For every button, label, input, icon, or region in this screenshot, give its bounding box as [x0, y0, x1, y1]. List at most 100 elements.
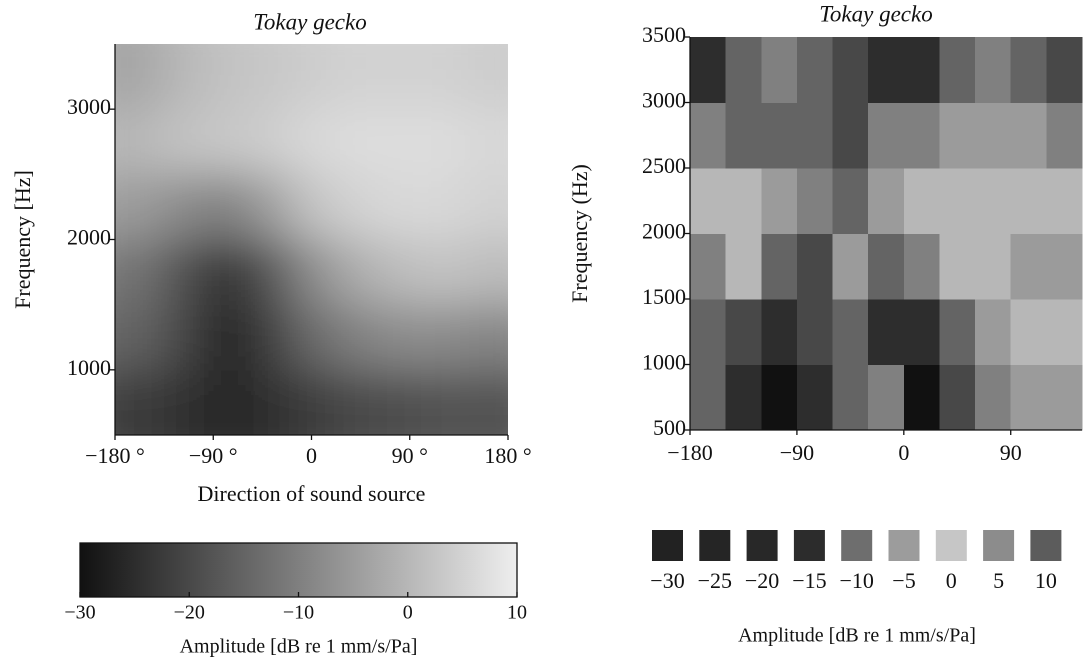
y-tick-label: 500 [653, 415, 686, 440]
heatmap-cell [868, 168, 905, 234]
legend-swatch [1030, 530, 1062, 561]
heatmap-cell [725, 168, 762, 234]
heatmap-cell [115, 304, 160, 371]
heatmap-cell [832, 233, 869, 300]
x-axis-label: Direction of sound source [198, 481, 426, 506]
legend-swatch [841, 530, 873, 561]
heatmap-cell [1046, 299, 1083, 365]
heatmap-cell [903, 102, 940, 169]
heatmap-cells [115, 44, 508, 435]
heatmap-cell [1010, 233, 1047, 300]
colorbar-label: Amplitude [dB re 1 mm/s/Pa] [180, 636, 418, 658]
heatmap-cell [939, 364, 976, 431]
heatmap-cell [289, 174, 334, 240]
y-tick-label: 1000 [642, 350, 686, 375]
heatmap-cell [377, 369, 422, 435]
heatmap-cell [1010, 37, 1047, 103]
heatmap-cell [796, 364, 834, 431]
heatmap-cell [761, 102, 798, 169]
heatmap-cell [158, 44, 203, 110]
heatmap-cell [975, 299, 1012, 365]
heatmap-cell [796, 102, 834, 169]
heatmap-cell [761, 37, 798, 103]
y-tick-label: 1000 [67, 355, 111, 380]
colorbar [79, 542, 518, 598]
heatmap-cell [796, 168, 834, 234]
legend-title: Amplitude [dB re 1 mm/s/Pa] [738, 625, 976, 647]
heatmap-cell [690, 364, 727, 431]
heatmap-cell [158, 109, 203, 175]
heatmap-cell [832, 102, 869, 169]
heatmap-cell [289, 304, 334, 371]
x-tick-label: −180 ° [85, 443, 145, 468]
heatmap-cell [761, 364, 798, 431]
heatmap-cell [761, 299, 798, 365]
heatmap-cell [246, 304, 291, 371]
heatmap-cell [939, 102, 976, 169]
heatmap-cell [1046, 168, 1083, 234]
heatmap-cell [377, 44, 422, 110]
heatmap-cell [158, 304, 203, 371]
heatmap-cell [690, 233, 727, 300]
heatmap-cell [868, 364, 905, 431]
heatmap-cell [202, 239, 247, 306]
heatmap-cell [725, 299, 762, 365]
heatmap-cell [464, 174, 508, 240]
heatmap-cell [1046, 37, 1083, 103]
heatmap-cell [725, 233, 762, 300]
legend-swatch [793, 530, 825, 561]
heatmap-cell [1010, 102, 1047, 169]
legend-swatch [935, 530, 967, 561]
legend-label: 5 [993, 568, 1004, 593]
heatmap-cell [246, 109, 291, 175]
heatmap-cell [1010, 299, 1047, 365]
legend-label: −20 [745, 568, 779, 593]
heatmap-cell [289, 369, 334, 435]
heatmap-cell [903, 37, 940, 103]
heatmap-cell [939, 299, 976, 365]
x-tick-label: −90 ° [189, 443, 238, 468]
heatmap-cell [377, 109, 422, 175]
heatmap-cell [333, 369, 378, 435]
heatmap-cell [832, 364, 869, 431]
heatmap-cell [377, 304, 422, 371]
heatmap-cell [115, 109, 160, 175]
heatmap-cell [725, 37, 762, 103]
heatmap-cell [246, 369, 291, 435]
heatmap-cell [464, 369, 508, 435]
heatmap-cell [289, 44, 334, 110]
legend-swatch [699, 530, 731, 561]
heatmap-cell [202, 109, 247, 175]
x-tick-label: 0 [898, 440, 909, 465]
y-tick-label: 2000 [642, 219, 686, 244]
heatmap-cell [975, 364, 1012, 431]
heatmap-cell [420, 174, 465, 240]
y-tick-label: 3000 [642, 88, 686, 113]
heatmap-cell [377, 239, 422, 306]
heatmap-cell [975, 168, 1012, 234]
heatmap-cell [903, 299, 940, 365]
heatmap-cell [464, 239, 508, 306]
heatmap-cell [420, 44, 465, 110]
heatmap-cell [333, 304, 378, 371]
legend-label: −10 [839, 568, 873, 593]
legend-label: −5 [892, 568, 915, 593]
heatmap-cell [761, 168, 798, 234]
y-tick-label: 3500 [642, 22, 686, 47]
heatmap-cell [202, 304, 247, 371]
heatmap-cell [289, 109, 334, 175]
heatmap-cell [868, 37, 905, 103]
chart-title: Tokay gecko [819, 1, 932, 26]
heatmap-cell [246, 44, 291, 110]
heatmap-cell [725, 102, 762, 169]
y-tick-label: 2000 [67, 225, 111, 250]
y-tick-label: 3000 [67, 94, 111, 119]
heatmap-cell [1046, 364, 1083, 431]
heatmap-cell [158, 239, 203, 306]
heatmap-cell [690, 168, 727, 234]
heatmap-cell [115, 174, 160, 240]
colorbar-tick-label: 10 [507, 602, 527, 624]
heatmap-cell [115, 369, 160, 435]
heatmap-cell [333, 239, 378, 306]
